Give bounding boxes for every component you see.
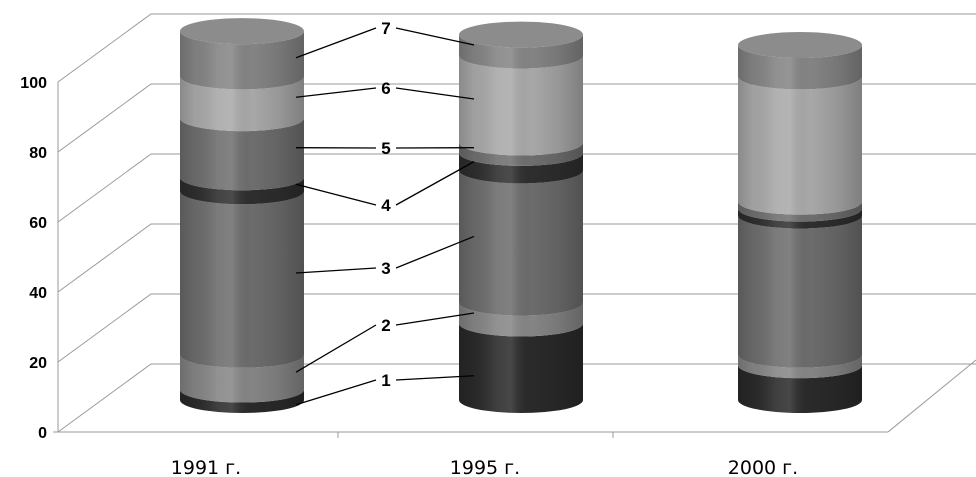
segment-shading bbox=[738, 365, 862, 413]
gridline-100 bbox=[57, 13, 976, 83]
segment-shading bbox=[738, 76, 862, 215]
segment-shading bbox=[459, 152, 583, 184]
cylinder-1 bbox=[180, 18, 304, 413]
segment-shading bbox=[459, 323, 583, 413]
cylinder-top-cap bbox=[738, 32, 862, 59]
segment-shading bbox=[180, 177, 304, 205]
callout-leader-left bbox=[295, 267, 377, 274]
callout-leader-left bbox=[295, 87, 377, 98]
callout-leader-left bbox=[295, 183, 377, 206]
callout-leader-left bbox=[295, 324, 377, 373]
segment-shading bbox=[738, 201, 862, 222]
category-label: 2000 г. bbox=[728, 457, 798, 477]
segment-shading bbox=[459, 55, 583, 156]
category-label: 1995 г. bbox=[450, 457, 520, 477]
segment-shading bbox=[180, 76, 304, 132]
cylinder-top-cap bbox=[459, 21, 583, 48]
callout-leader-right bbox=[395, 87, 475, 100]
callout-leader-right bbox=[395, 312, 475, 326]
callout-label-5: 5 bbox=[381, 139, 390, 158]
callout-leader-right bbox=[395, 27, 475, 46]
segment-shading bbox=[180, 354, 304, 403]
segment-shading bbox=[738, 215, 862, 368]
callout-leader-right bbox=[395, 375, 475, 381]
y-tick-label: 20 bbox=[29, 355, 47, 372]
callout-label-2: 2 bbox=[381, 316, 390, 335]
y-tick-label: 80 bbox=[29, 145, 47, 162]
gridline-80 bbox=[57, 83, 976, 153]
segment-shading bbox=[459, 302, 583, 337]
callout-leader-right bbox=[395, 235, 475, 269]
gridline-60 bbox=[57, 153, 976, 223]
segment-shading bbox=[738, 354, 862, 379]
segment-shading bbox=[180, 31, 304, 90]
cylinder-top-cap bbox=[180, 18, 304, 45]
segment-shading bbox=[738, 45, 862, 90]
callout-leader-right bbox=[395, 161, 475, 206]
segment-shading bbox=[459, 142, 583, 166]
callout-leader-left bbox=[295, 27, 377, 59]
y-tick-label: 100 bbox=[20, 75, 47, 92]
callout-label-1: 1 bbox=[381, 371, 390, 390]
segment-shading bbox=[180, 389, 304, 413]
callout-leader-left bbox=[295, 379, 377, 406]
y-tick-label: 40 bbox=[29, 285, 47, 302]
callout-label-6: 6 bbox=[381, 79, 390, 98]
callout-label-7: 7 bbox=[381, 19, 390, 38]
gridline-40 bbox=[57, 223, 976, 293]
segment-shading bbox=[180, 191, 304, 368]
segment-shading bbox=[738, 208, 862, 229]
y-tick-label: 60 bbox=[29, 215, 47, 232]
y-axis-ticks: 0 20 40 60 80 100 bbox=[20, 75, 47, 442]
gridline-0 bbox=[57, 363, 976, 433]
series-callouts: 1 2 3 4 5 6 7 bbox=[295, 19, 475, 406]
x-axis-categories: 1991 г. 1995 г. 2000 г. bbox=[171, 457, 798, 477]
cylinder-3 bbox=[738, 32, 862, 413]
category-label: 1991 г. bbox=[171, 457, 241, 477]
callout-label-4: 4 bbox=[381, 196, 391, 215]
segment-shading bbox=[459, 170, 583, 316]
segment-shading bbox=[459, 34, 583, 69]
callout-label-3: 3 bbox=[381, 259, 390, 278]
segment-shading bbox=[180, 118, 304, 191]
gridlines bbox=[53, 13, 976, 438]
gridline-20 bbox=[57, 293, 976, 363]
cylinder-bars bbox=[180, 18, 862, 413]
y-tick-label: 0 bbox=[38, 425, 47, 442]
cylinder-2 bbox=[459, 21, 583, 413]
floor-right-edge bbox=[887, 359, 976, 433]
